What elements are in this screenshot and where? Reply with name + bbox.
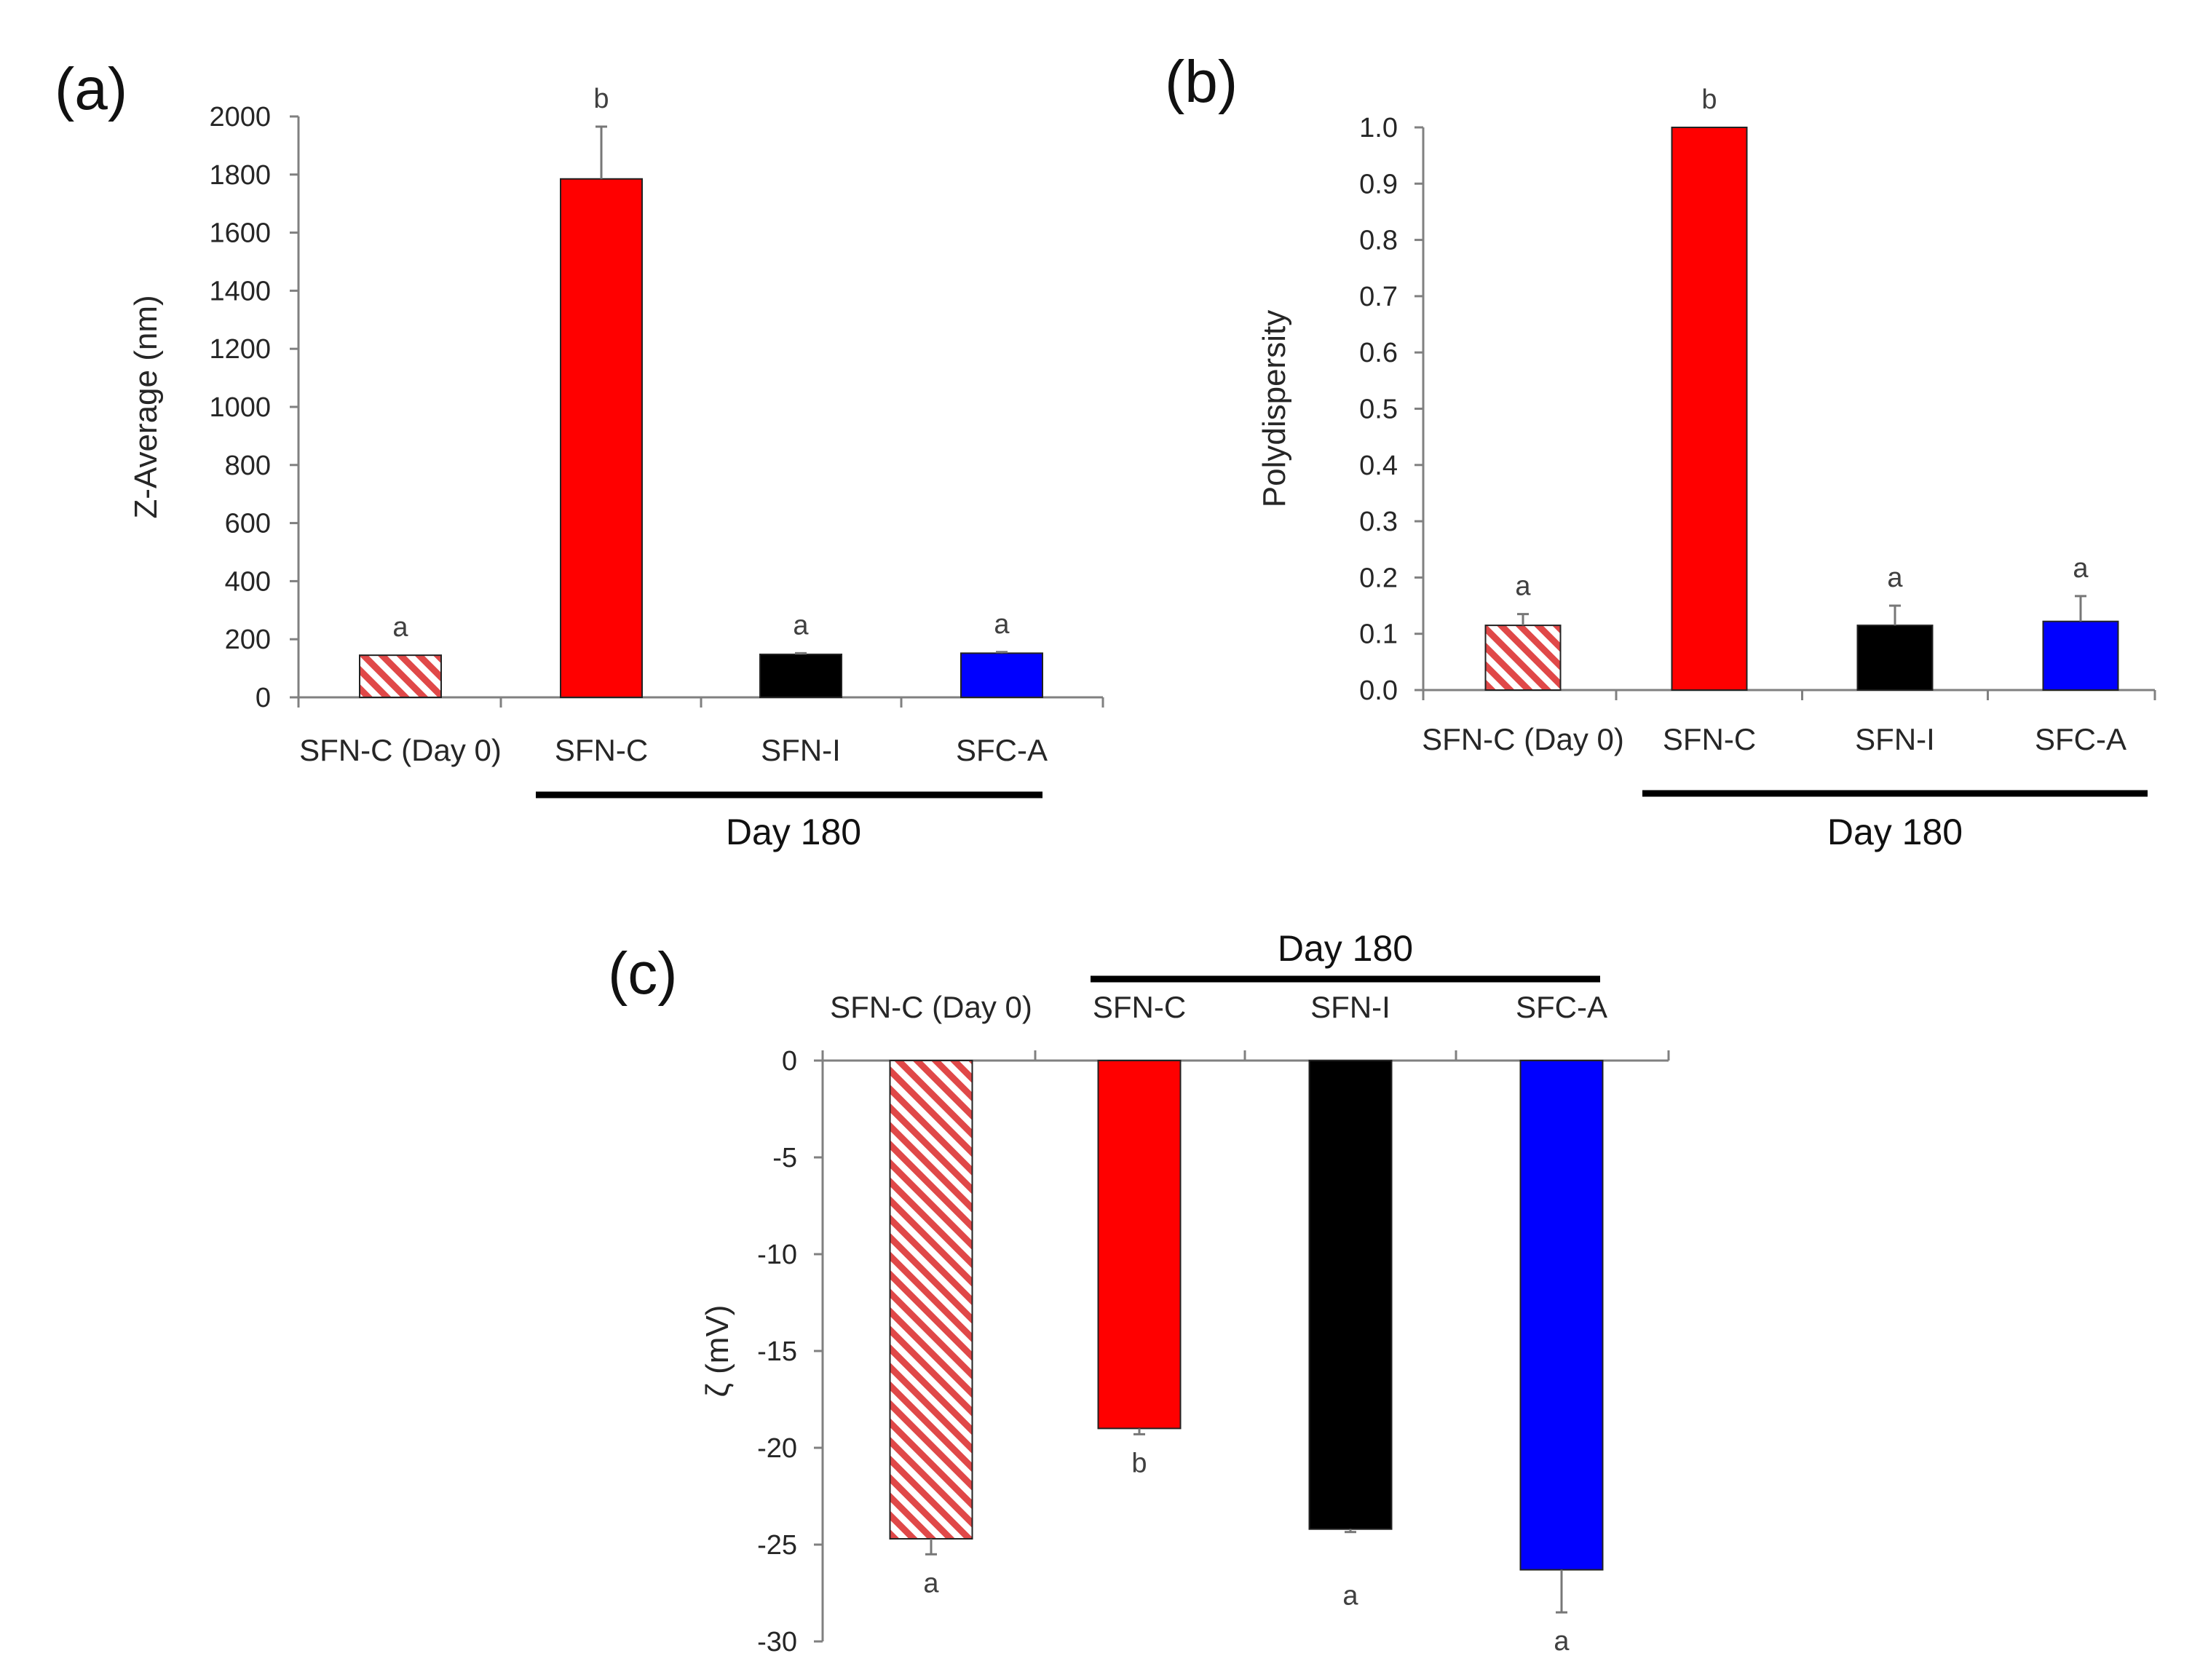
panel-c-sig-letter-3: a [1342, 1581, 1358, 1612]
panel-a-y-tick-label: 1200 [209, 334, 271, 365]
panel-b-sig-letter-4: a [2073, 553, 2089, 584]
panel-c-y-tick-label: -15 [757, 1336, 797, 1367]
panel-b-bar-1 [1484, 625, 1562, 691]
panel-c-y-tick-label: -30 [757, 1627, 797, 1657]
panel-b-y-tick-label: 0.8 [1359, 226, 1398, 256]
panel-c-bar-1 [889, 1060, 973, 1540]
panel-b-category-label-1: SFN-C (Day 0) [1422, 722, 1624, 756]
panel-b-y-tick-label: 1.0 [1359, 113, 1398, 143]
panel-a-category-label-3: SFN-I [761, 733, 841, 767]
panel-b-category-label-2: SFN-C [1663, 722, 1756, 756]
panel-a-y-tick-label: 1800 [209, 160, 271, 191]
panel-a-sig-letter-1: a [392, 612, 408, 643]
panel-c-bar-3 [1308, 1060, 1393, 1530]
panel-a-y-tick-label: 1600 [209, 218, 271, 249]
panel-c-category-label-3: SFN-I [1310, 990, 1390, 1024]
panel-c-bar-4 [1519, 1060, 1604, 1571]
panel-b-y-tick-label: 0.9 [1359, 169, 1398, 199]
panel-a-category-label-2: SFN-C [555, 733, 648, 767]
panel-b-sig-letter-1: a [1515, 571, 1531, 602]
panel-c-group-label: Day 180 [1278, 928, 1413, 969]
panel-a-group-label: Day 180 [726, 812, 861, 852]
panel-b-y-tick-label: 0.6 [1359, 338, 1398, 368]
panel-b-category-label-3: SFN-I [1855, 722, 1935, 756]
panel-a-label: (a) [55, 56, 127, 122]
panel-b-y-tick-label: 0.7 [1359, 282, 1398, 312]
panel-c-bar-2 [1097, 1060, 1182, 1430]
panel-c-sig-letter-4: a [1554, 1626, 1570, 1657]
panel-c-y-tick-label: -20 [757, 1433, 797, 1464]
panel-b-y-tick-label: 0.1 [1359, 619, 1398, 650]
panel-b-sig-letter-3: a [1887, 563, 1903, 593]
panel-a-category-label-4: SFC-A [956, 733, 1048, 767]
panel-a-sig-letter-2: b [593, 84, 609, 114]
panel-b-group-label: Day 180 [1827, 812, 1963, 852]
panel-a-y-tick-label: 400 [225, 566, 271, 597]
panel-c-y-tick-label: -5 [772, 1143, 797, 1173]
panel-b-sig-letter-2: b [1701, 84, 1717, 115]
panel-a-y-tick-label: 200 [225, 625, 271, 655]
panel-a: (a) 0 200 400 600 800 1000 1200 1400 1600 1800 200… [55, 56, 1104, 852]
panel-c-y-tick-label: 0 [782, 1046, 797, 1077]
panel-b-y-tick-label: 0.2 [1359, 563, 1398, 593]
panel-c-category-label-1: SFN-C (Day 0) [830, 990, 1032, 1024]
panel-c: (c) 0 -5 -10 -15 -20 -25 -30 a SFN-C (Day 0) b SFN… [608, 928, 1670, 1657]
panel-b-y-tick-label: 0.0 [1359, 675, 1398, 706]
panel-b-bar-2 [1671, 127, 1748, 691]
panel-b-y-tick-label: 0.4 [1359, 451, 1398, 481]
panel-b-y-tick-label: 0.3 [1359, 507, 1398, 537]
panel-a-category-label-1: SFN-C (Day 0) [299, 733, 502, 767]
panel-a-y-tick-label: 1400 [209, 276, 271, 306]
panel-b-bar-3 [1856, 625, 1934, 691]
panel-b-label: (b) [1165, 49, 1238, 115]
panel-a-bar-3 [759, 653, 842, 698]
panel-a-sig-letter-3: a [793, 610, 809, 641]
panel-c-category-label-4: SFC-A [1516, 990, 1607, 1024]
panel-a-bar-2 [560, 178, 643, 699]
panel-b-y-axis-label: Polydispersity [1257, 310, 1292, 507]
panel-c-y-tick-label: -10 [757, 1240, 797, 1270]
panel-c-label: (c) [608, 940, 678, 1007]
panel-b-bar-4 [2042, 620, 2119, 691]
panel-a-bar-1 [359, 654, 442, 699]
panel-a-y-axis-label: Z-Average (nm) [128, 295, 164, 518]
panel-a-y-tick-label: 2000 [209, 102, 271, 132]
panel-c-sig-letter-1: a [923, 1568, 939, 1598]
panel-a-y-tick-label: 0 [256, 683, 271, 713]
panel-c-sig-letter-2: b [1131, 1448, 1147, 1478]
panel-c-y-axis-label: ζ (mV) [700, 1305, 735, 1398]
panel-b-category-label-4: SFC-A [2035, 722, 2126, 756]
panel-b: (b) 0.0 0.1 0.2 0.3 0.4 0.5 0.6 0.7 0.8 0.9 1.0 a SF… [1165, 49, 2156, 852]
panel-c-y-tick-label: -25 [757, 1530, 797, 1561]
panel-b-y-tick-label: 0.5 [1359, 395, 1398, 425]
panel-a-y-tick-label: 600 [225, 509, 271, 539]
panel-a-y-tick-label: 1000 [209, 392, 271, 423]
panel-a-y-tick-label: 800 [225, 451, 271, 481]
panel-c-category-label-2: SFN-C [1093, 990, 1186, 1024]
panel-a-bar-4 [960, 652, 1043, 698]
panel-a-sig-letter-4: a [994, 609, 1010, 640]
